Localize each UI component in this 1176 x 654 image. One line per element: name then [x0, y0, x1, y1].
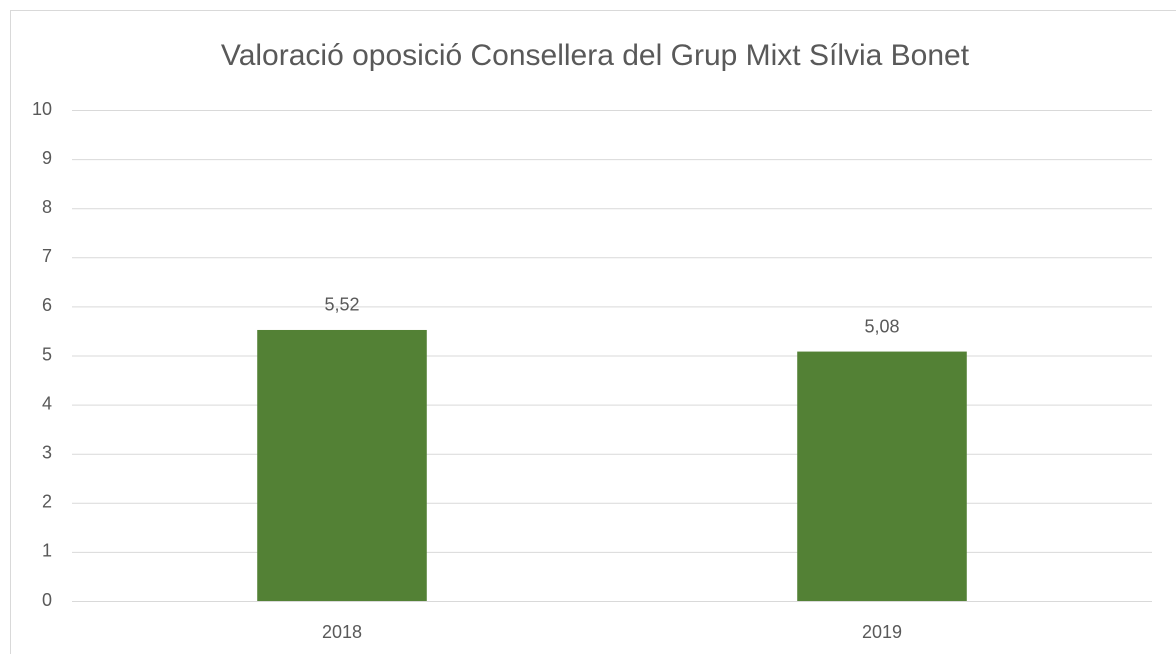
y-tick-label: 1	[42, 541, 52, 561]
y-tick-label: 4	[42, 393, 52, 413]
y-tick-label: 3	[42, 442, 52, 462]
y-tick-label: 6	[42, 295, 52, 315]
bar	[797, 351, 967, 601]
chart-border	[10, 10, 1176, 654]
bar	[257, 329, 427, 601]
y-tick-label: 7	[42, 246, 52, 266]
x-tick-label: 2019	[862, 622, 902, 642]
data-label: 5,08	[864, 316, 899, 336]
y-tick-label: 9	[42, 148, 52, 168]
y-tick-label: 8	[42, 197, 52, 217]
x-tick-label: 2018	[322, 622, 362, 642]
data-label: 5,52	[324, 295, 359, 315]
chart-title: Valoració oposició Consellera del Grup M…	[221, 39, 970, 72]
y-tick-label: 2	[42, 492, 52, 512]
y-tick-label: 10	[32, 99, 52, 119]
y-tick-label: 5	[42, 344, 52, 364]
y-tick-label: 0	[42, 590, 52, 610]
